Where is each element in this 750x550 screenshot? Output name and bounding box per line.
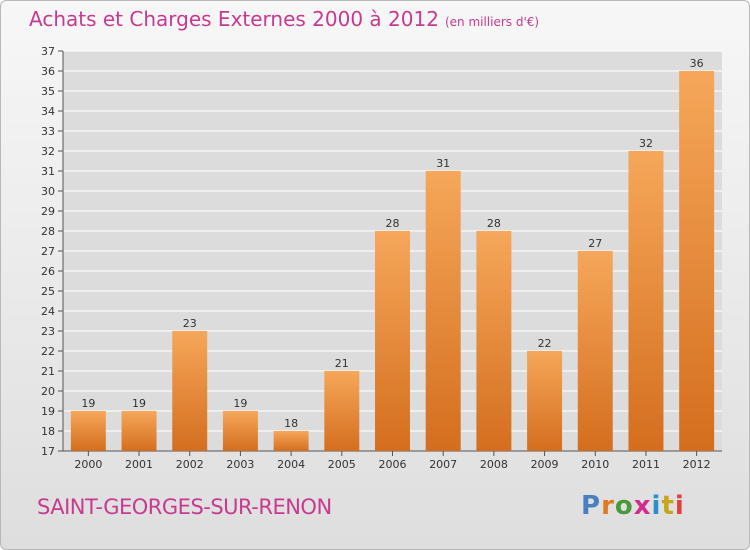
- x-tick-label: 2000: [74, 458, 102, 471]
- commune-name: SAINT-GEORGES-SUR-RENON: [37, 495, 332, 519]
- bar-value-label: 19: [81, 397, 95, 410]
- y-tick-label: 27: [41, 245, 55, 258]
- y-tick-label: 33: [41, 125, 55, 138]
- y-tick-label: 22: [41, 345, 55, 358]
- x-tick-label: 2010: [581, 458, 609, 471]
- logo-letter: i: [674, 491, 685, 521]
- bar: [476, 231, 512, 451]
- chart-title: Achats et Charges Externes 2000 à 2012 (e…: [29, 7, 539, 31]
- bar: [172, 331, 208, 451]
- bar-value-label: 23: [183, 317, 197, 330]
- bar: [527, 351, 563, 451]
- y-tick-label: 24: [41, 305, 55, 318]
- y-tick-label: 25: [41, 285, 55, 298]
- y-tick-label: 30: [41, 185, 55, 198]
- bar-value-label: 28: [386, 217, 400, 230]
- bar: [324, 371, 360, 451]
- bar-value-label: 32: [639, 137, 653, 150]
- x-tick-label: 2008: [480, 458, 508, 471]
- bar-value-label: 31: [436, 157, 450, 170]
- bar-value-label: 18: [284, 417, 298, 430]
- y-tick-label: 35: [41, 85, 55, 98]
- bar: [375, 231, 410, 451]
- y-tick-label: 29: [41, 205, 55, 218]
- bar-value-label: 22: [538, 337, 552, 350]
- x-tick-label: 2005: [328, 458, 356, 471]
- logo-letter: t: [661, 491, 675, 521]
- logo-letter: x: [633, 491, 652, 521]
- y-tick-label: 31: [41, 165, 55, 178]
- y-tick-label: 17: [41, 445, 55, 458]
- y-tick-label: 36: [41, 65, 55, 78]
- bar: [628, 151, 664, 451]
- bar-value-label: 21: [335, 357, 349, 370]
- logo-letter: o: [614, 491, 634, 521]
- bar: [273, 431, 309, 451]
- y-tick-label: 19: [41, 405, 55, 418]
- x-tick-label: 2012: [683, 458, 711, 471]
- bar: [425, 171, 461, 451]
- x-tick-label: 2009: [531, 458, 559, 471]
- bar-value-label: 27: [588, 237, 602, 250]
- x-tick-label: 2007: [429, 458, 457, 471]
- bar-value-label: 36: [690, 57, 704, 70]
- proxiti-logo: Proxiti: [581, 491, 685, 521]
- x-tick-label: 2004: [277, 458, 305, 471]
- bar: [222, 411, 258, 451]
- y-tick-label: 21: [41, 365, 55, 378]
- y-tick-label: 20: [41, 385, 55, 398]
- x-tick-label: 2006: [379, 458, 407, 471]
- logo-letter: r: [601, 491, 615, 521]
- y-tick-label: 34: [41, 105, 55, 118]
- bar-value-label: 19: [233, 397, 247, 410]
- bar: [679, 71, 715, 451]
- y-tick-label: 37: [41, 45, 55, 58]
- y-tick-label: 32: [41, 145, 55, 158]
- chart-unit: (en milliers d'€): [444, 15, 540, 29]
- bar: [577, 251, 613, 451]
- bar: [121, 411, 157, 451]
- logo-letter: i: [651, 491, 662, 521]
- y-tick-label: 26: [41, 265, 55, 278]
- x-tick-label: 2011: [632, 458, 660, 471]
- y-tick-label: 18: [41, 425, 55, 438]
- y-tick-label: 23: [41, 325, 55, 338]
- x-tick-label: 2003: [226, 458, 254, 471]
- x-tick-label: 2001: [125, 458, 153, 471]
- bar: [70, 411, 106, 451]
- x-tick-label: 2002: [176, 458, 204, 471]
- y-tick-label: 28: [41, 225, 55, 238]
- chart-title-text: Achats et Charges Externes 2000 à 2012: [29, 7, 439, 31]
- bar-value-label: 19: [132, 397, 146, 410]
- bar-value-label: 28: [487, 217, 501, 230]
- logo-letter: P: [581, 491, 602, 521]
